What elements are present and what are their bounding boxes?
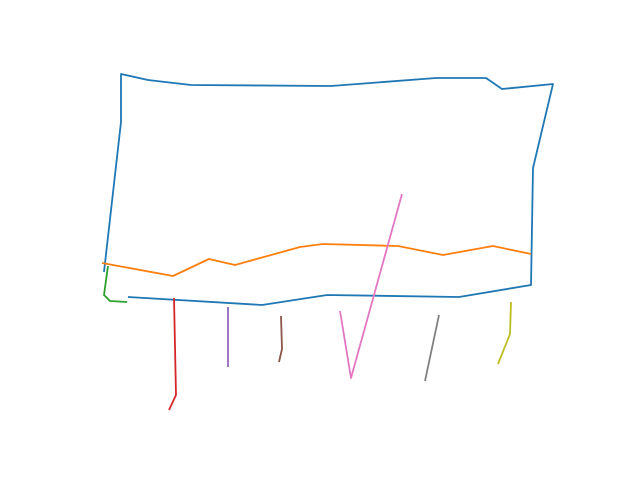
stroke-olive: [497, 301, 512, 365]
stroke-green: [103, 265, 128, 303]
stroke-gray: [424, 314, 440, 382]
stroke-pink: [339, 193, 403, 379]
stroke-blue: [103, 73, 554, 306]
stroke-brown: [278, 315, 283, 363]
stroke-orange: [101, 243, 532, 277]
stroke-red: [168, 297, 177, 411]
